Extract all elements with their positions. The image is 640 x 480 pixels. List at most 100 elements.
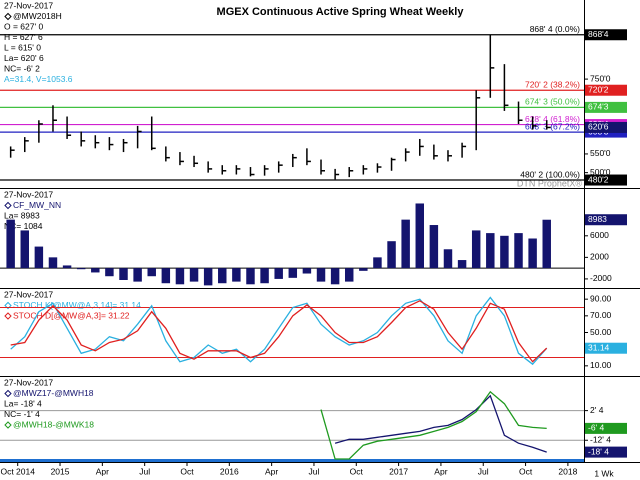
header-text: @MW2018H bbox=[13, 11, 62, 21]
x-tick-label: Oct bbox=[180, 466, 194, 476]
bar bbox=[316, 268, 326, 282]
level-label: 628' 4 (61.8%) bbox=[525, 114, 580, 124]
x-tick-label: Apr bbox=[265, 466, 278, 476]
legend-marker bbox=[4, 389, 12, 398]
bar bbox=[147, 268, 156, 277]
header-text: @MWH18-@MWK18 bbox=[13, 419, 94, 429]
header-text: L = 615' 0 bbox=[4, 42, 41, 52]
level-label: 868' 4 (0.0%) bbox=[530, 24, 580, 34]
legend-marker bbox=[4, 201, 12, 210]
y-tick-label: -2000 bbox=[590, 273, 612, 283]
y-tick-label: 50.00 bbox=[590, 327, 612, 337]
header-text: A=31.4, V=1053.6 bbox=[4, 74, 73, 84]
bar bbox=[542, 219, 551, 269]
bar bbox=[175, 268, 185, 285]
bar bbox=[6, 219, 15, 269]
bar bbox=[344, 268, 354, 282]
x-tick-label: Jul bbox=[139, 466, 150, 476]
bar bbox=[62, 265, 72, 269]
x-tick-label: Jul bbox=[309, 466, 320, 476]
bar bbox=[387, 241, 396, 269]
bar bbox=[119, 268, 128, 280]
header-text: NC= 1084 bbox=[4, 221, 43, 231]
y-tick-label: 750'0 bbox=[590, 73, 611, 83]
y-tick-label: 550'0 bbox=[590, 148, 611, 158]
last-value-label: 620'6 bbox=[588, 122, 609, 132]
y-tick-label: 500'0 bbox=[590, 167, 611, 177]
header-text: @MWZ17-@MWH18 bbox=[13, 388, 94, 398]
period-label: 1 Wk bbox=[594, 468, 614, 478]
x-tick-label: 2018 bbox=[558, 466, 577, 476]
header-text: 27-Nov-2017 bbox=[4, 289, 53, 299]
bar bbox=[189, 268, 199, 282]
header-text: STOCH K[@MW@A,3,14]= 31.14 bbox=[13, 300, 141, 310]
x-tick-label: 2015 bbox=[51, 466, 70, 476]
bar bbox=[274, 268, 283, 279]
bar bbox=[133, 268, 142, 282]
watermark: DTN ProphetX® bbox=[517, 178, 583, 188]
level-box bbox=[585, 174, 627, 186]
header-text: CF_MW_NN bbox=[13, 200, 61, 210]
bar bbox=[20, 230, 29, 269]
bar bbox=[203, 268, 213, 286]
level-label: 608' 3 (67.2%) bbox=[525, 121, 580, 131]
bar bbox=[528, 238, 537, 269]
time-strip bbox=[0, 459, 584, 462]
bar bbox=[34, 246, 44, 269]
bar bbox=[48, 257, 58, 269]
header-text: La= 8983 bbox=[4, 210, 40, 220]
last-value-box bbox=[585, 446, 627, 458]
bar bbox=[302, 268, 312, 274]
x-tick-label: Oct 2014 bbox=[0, 466, 35, 476]
level-box-label: 868'4 bbox=[588, 29, 609, 39]
level-box bbox=[585, 101, 627, 113]
bar bbox=[457, 260, 467, 269]
x-tick-label: 2016 bbox=[220, 466, 239, 476]
bar bbox=[429, 225, 439, 269]
series-line bbox=[10, 300, 548, 363]
header-text: O = 627' 0 bbox=[4, 21, 43, 31]
bar bbox=[373, 257, 382, 269]
bar bbox=[246, 268, 255, 285]
bar bbox=[500, 235, 509, 269]
header-text: H = 627' 6 bbox=[4, 32, 43, 42]
bar bbox=[486, 233, 495, 269]
last-value-label: 31.14 bbox=[588, 342, 610, 352]
header-text: 27-Nov-2017 bbox=[4, 189, 53, 199]
x-tick-label: Oct bbox=[519, 466, 533, 476]
last-value-box bbox=[585, 214, 627, 226]
legend-marker bbox=[4, 12, 12, 21]
bar bbox=[443, 249, 453, 269]
y-tick-label: -12' 4 bbox=[590, 435, 611, 445]
x-tick-label: Jul bbox=[478, 466, 489, 476]
level-box bbox=[585, 84, 627, 96]
y-tick-label: 2' 4 bbox=[590, 405, 604, 415]
bar bbox=[471, 230, 481, 269]
level-label: 480' 2 (100.0%) bbox=[520, 169, 580, 179]
header-text: NC= -6' 2 bbox=[4, 63, 40, 73]
bar bbox=[514, 233, 523, 269]
x-tick-label: Apr bbox=[96, 466, 109, 476]
header-text: 27-Nov-2017 bbox=[4, 0, 53, 10]
header-text: 27-Nov-2017 bbox=[4, 377, 53, 387]
x-tick-label: 2017 bbox=[389, 466, 408, 476]
level-box-label: 720'2 bbox=[588, 84, 609, 94]
y-tick-label: 70.00 bbox=[590, 310, 612, 320]
last-value-box bbox=[585, 422, 627, 434]
last-value-box bbox=[585, 121, 627, 133]
level-box-label: 674'3 bbox=[588, 102, 609, 112]
last-value-label: 8983 bbox=[588, 214, 607, 224]
bar bbox=[91, 268, 100, 273]
x-tick-label: Oct bbox=[350, 466, 364, 476]
bar bbox=[218, 268, 227, 284]
bar bbox=[105, 268, 114, 277]
header-text: La= 620' 6 bbox=[4, 53, 44, 63]
level-box-label: 480'2 bbox=[588, 174, 609, 184]
level-label: 720' 2 (38.2%) bbox=[525, 79, 580, 89]
series-line bbox=[10, 296, 548, 366]
y-tick-label: 90.00 bbox=[590, 293, 612, 303]
y-tick-label: 6000 bbox=[590, 230, 609, 240]
bar bbox=[415, 203, 424, 269]
